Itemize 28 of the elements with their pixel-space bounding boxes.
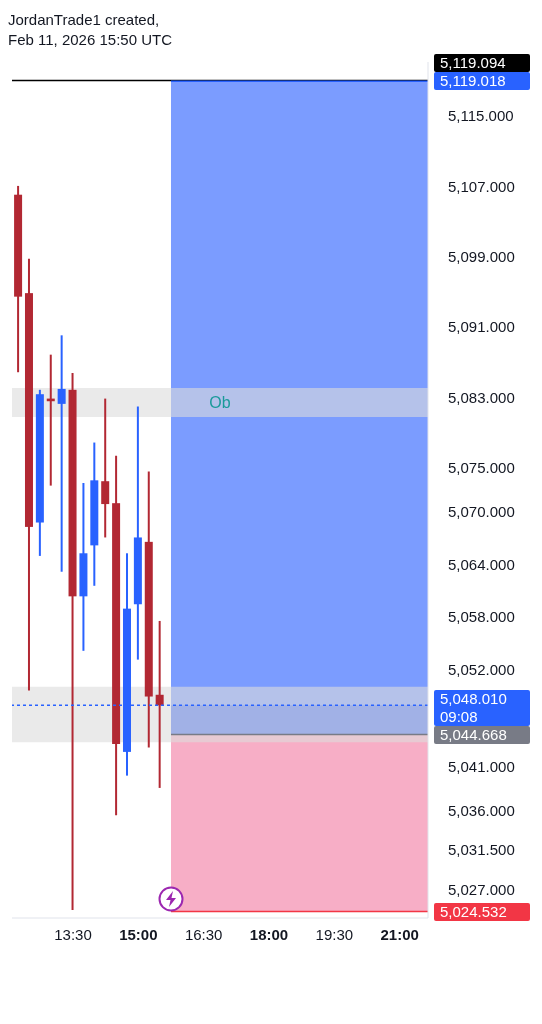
y-tick-label: 5,036.000 xyxy=(448,801,515,819)
y-tick-label: 5,075.000 xyxy=(448,459,515,477)
x-tick-label: 18:00 xyxy=(249,926,289,943)
y-tick-label: 5,070.000 xyxy=(448,502,515,520)
x-tick-label: 15:00 xyxy=(119,926,158,943)
y-tick-label: 5,083.000 xyxy=(448,388,515,406)
ref-line-label: 5,044.668 xyxy=(440,725,508,744)
y-tick-label: 5,027.000 xyxy=(448,880,515,898)
y-tick-label: 5,058.000 xyxy=(448,608,515,626)
ref-line-label: 5,048.010 09:08 xyxy=(440,689,508,726)
y-tick-label: 5,031.500 xyxy=(448,841,515,859)
x-tick-label: 16:30 xyxy=(184,926,223,943)
x-tick-label: 21:00 xyxy=(380,926,419,943)
ref-line-label: 5,119.094 xyxy=(440,54,507,73)
band-label: Ob xyxy=(209,394,231,412)
y-tick-label: 5,064.000 xyxy=(448,555,515,573)
y-tick-label: 5,091.000 xyxy=(448,318,515,336)
chart-title: JordanTrade1 created, xyxy=(8,10,161,30)
ref-line-label: 5,024.532 xyxy=(440,902,508,921)
chart-subtitle: Feb 11, 2026 15:50 UTC xyxy=(8,30,173,50)
x-tick-label: 19:30 xyxy=(315,926,354,943)
y-tick-label: 5,099.000 xyxy=(448,248,515,266)
x-tick-label: 13:30 xyxy=(54,926,92,943)
y-tick-label: 5,107.000 xyxy=(448,177,515,195)
y-tick-label: 5,115.000 xyxy=(448,107,514,125)
y-tick-label: 5,041.000 xyxy=(448,757,515,775)
y-tick-label: 5,052.000 xyxy=(448,661,515,679)
ref-line-label: 5,119.018 xyxy=(440,72,507,91)
